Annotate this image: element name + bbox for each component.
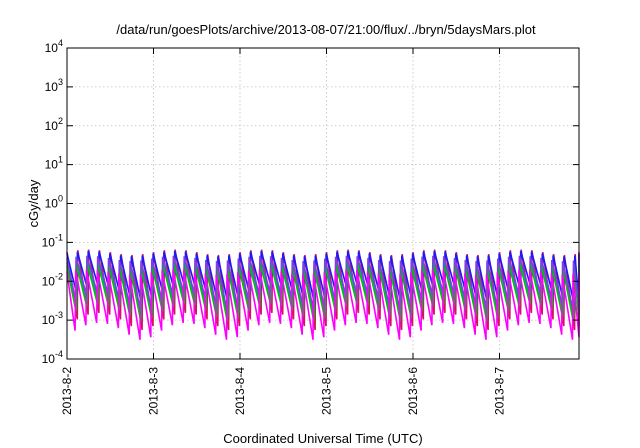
- y-tick-label: 10-2: [42, 271, 63, 288]
- series-line: [66, 263, 580, 322]
- y-tick-labels: 10-4 10-3 10-2 10-1 100 101 102 103 104: [42, 38, 63, 366]
- x-tick-label: 2013-8-6: [406, 367, 420, 415]
- y-tick-label: 103: [45, 77, 63, 94]
- x-tick-label: 2013-8-4: [233, 367, 247, 415]
- y-tick-label: 100: [45, 194, 63, 211]
- chart-title: /data/run/goesPlots/archive/2013-08-07/2…: [116, 22, 536, 37]
- x-tick-label: 2013-8-7: [493, 367, 507, 415]
- axis-ticks: [66, 47, 579, 360]
- y-tick-label: 10-3: [42, 310, 63, 327]
- y-tick-label: 10-4: [42, 349, 63, 366]
- series-line: [66, 269, 580, 340]
- y-tick-label: 10-1: [42, 232, 63, 249]
- series-line: [66, 255, 580, 310]
- x-tick-label: 2013-8-3: [147, 367, 161, 415]
- x-axis-label: Coordinated Universal Time (UTC): [223, 431, 422, 446]
- y-tick-label: 101: [45, 155, 63, 172]
- y-axis-label: cGy/day: [26, 179, 41, 227]
- x-tick-label: 2013-8-2: [60, 367, 74, 415]
- y-tick-label: 104: [45, 38, 63, 55]
- plot-series: [66, 249, 580, 340]
- x-tick-labels: 2013-8-2 2013-8-3 2013-8-4 2013-8-5 2013-8-6…: [60, 367, 507, 415]
- y-tick-label: 102: [45, 116, 63, 133]
- x-tick-label: 2013-8-5: [320, 367, 334, 415]
